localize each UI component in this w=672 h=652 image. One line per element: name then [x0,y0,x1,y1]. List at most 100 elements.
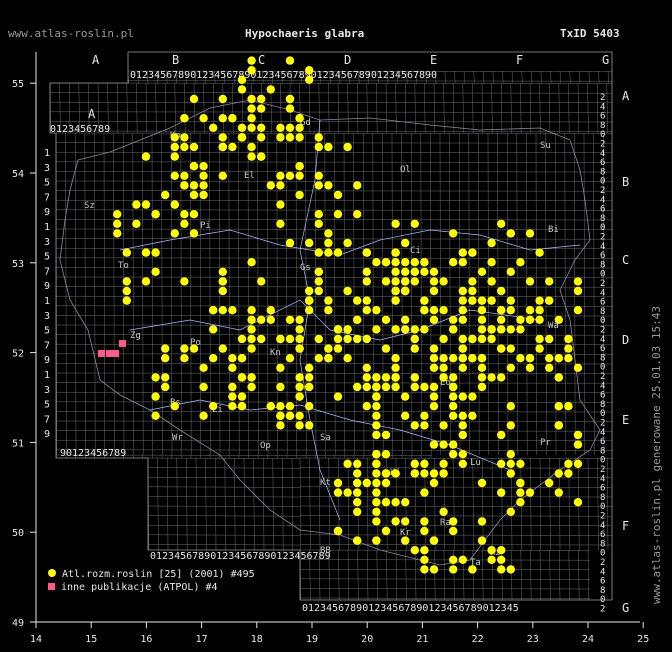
observation-dot [372,450,381,459]
grid-digit-right: 8 [600,493,605,503]
observation-dot [525,363,535,372]
grid-line [404,82,407,134]
grid-line [596,82,599,134]
grid-digit-right: 0 [600,456,605,466]
observation-dot [506,296,515,305]
grid-block [147,457,301,551]
observation-dot [362,306,371,315]
observation-dot [410,325,419,334]
observation-dot [429,392,439,401]
grid-digit-right: 8 [600,400,605,410]
observation-dot [285,104,295,113]
observation-dot [180,277,189,286]
observation-dot [314,267,323,276]
observation-dot [468,277,477,286]
observation-dot [458,344,467,353]
observation-dot [391,354,400,363]
grid-line [127,70,613,72]
grid-line [65,132,67,456]
observation-dot [410,219,419,228]
observation-dot [189,94,199,104]
observation-dot [362,382,371,392]
observation-dot [506,450,515,459]
grid-digit-right: 6 [600,344,605,354]
observation-dot [477,306,487,315]
grid-line [55,199,613,202]
observation-dot [353,382,362,392]
observation-dot [353,459,362,468]
grid-line [257,132,259,456]
grid-digit-right: 8 [600,539,605,549]
observation-dot [305,75,314,85]
observation-dot [477,296,487,305]
region-code: Kt [320,478,331,488]
observation-dot [199,190,208,200]
observation-dot [401,286,410,296]
observation-dot [324,306,333,315]
observation-dot [449,382,458,392]
observation-dot [372,478,381,488]
grid-line [209,132,211,456]
grid-line [318,457,321,551]
observation-dot [372,421,381,430]
observation-dot [209,402,218,411]
grid-line [147,496,301,498]
observation-dot [218,344,227,353]
observation-dot [343,459,352,468]
region-code: Zi [212,405,223,415]
observation-dot [516,488,525,497]
grid-line [161,454,163,459]
grid-digit-right: 2 [600,465,605,475]
grid-digit-left: 5 [44,326,50,337]
grid-line [55,305,613,307]
observation-dot [247,315,256,324]
observation-dot [228,402,237,411]
grid-line [74,454,77,459]
observation-dot [545,296,554,305]
observation-dot [276,181,285,190]
observation-dot [237,354,247,363]
observation-dot [247,123,256,132]
observation-dot [257,94,266,104]
grid-line [299,588,591,590]
observation-dot [362,267,371,276]
grid-digit-left: 7 [44,414,50,425]
observation-dot [525,354,535,363]
grid-digit-right: 2 [600,605,605,615]
grid-digit-right: 8 [600,260,605,270]
grid-line [391,132,394,456]
grid-digit-right: 0 [600,130,605,140]
observation-dot [468,296,477,305]
grid-line [305,132,307,456]
x-tick-label: 18 [251,634,263,645]
observation-dot [295,334,304,344]
observation-dot [429,440,439,449]
observation-dot [391,325,400,334]
observation-dot [247,142,256,152]
observation-dot [516,354,525,363]
observation-dot [381,373,391,382]
grid-line [132,454,134,459]
observation-dot [420,488,429,497]
site-watermark: www.atlas-roslin.pl [8,27,134,40]
grid-line [55,286,613,288]
x-tick-label: 16 [140,634,152,645]
grid-digit-right: 8 [600,586,605,596]
grid-line [282,457,284,551]
observation-dot [372,536,381,545]
grid-line [500,82,503,134]
observation-dot [122,296,131,305]
observation-dot [429,306,439,315]
grid-digit-right: 6 [600,437,605,447]
observation-dot [401,238,410,248]
observation-dot [573,440,583,449]
observation-dot [458,286,467,296]
observation-dot [573,363,583,372]
grid-line [107,82,109,134]
grid-block [127,70,613,84]
observation-dot [189,142,199,152]
grid-letter-right: B [622,175,629,189]
region-border [119,229,581,256]
observation-dot [353,498,362,507]
observation-dot [285,315,295,324]
